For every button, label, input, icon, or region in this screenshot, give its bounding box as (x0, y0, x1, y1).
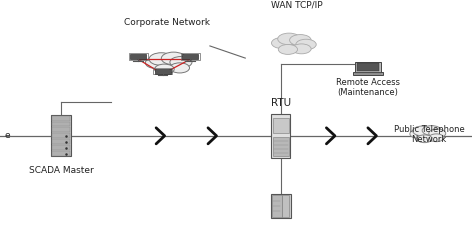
FancyBboxPatch shape (52, 145, 70, 150)
Text: RTU: RTU (271, 98, 291, 108)
FancyBboxPatch shape (52, 122, 70, 126)
FancyBboxPatch shape (52, 128, 70, 132)
FancyBboxPatch shape (282, 195, 289, 217)
Text: Corporate Network: Corporate Network (125, 18, 210, 27)
FancyBboxPatch shape (272, 195, 283, 217)
FancyBboxPatch shape (357, 63, 379, 72)
FancyBboxPatch shape (52, 139, 70, 144)
FancyBboxPatch shape (52, 116, 70, 120)
FancyBboxPatch shape (273, 118, 289, 134)
FancyBboxPatch shape (52, 151, 70, 156)
Text: SCADA Master: SCADA Master (29, 166, 94, 175)
FancyBboxPatch shape (353, 72, 383, 75)
FancyBboxPatch shape (51, 115, 71, 156)
FancyBboxPatch shape (182, 54, 198, 59)
FancyBboxPatch shape (273, 137, 289, 156)
FancyBboxPatch shape (52, 133, 70, 138)
Text: Remote Access
(Maintenance): Remote Access (Maintenance) (336, 78, 400, 97)
Text: e: e (5, 131, 10, 140)
FancyBboxPatch shape (130, 54, 146, 59)
Text: Public Telephone
Network: Public Telephone Network (394, 125, 465, 144)
FancyBboxPatch shape (355, 62, 381, 72)
Text: WAN TCP/IP: WAN TCP/IP (271, 0, 323, 10)
FancyBboxPatch shape (271, 114, 290, 158)
FancyBboxPatch shape (155, 68, 171, 74)
FancyBboxPatch shape (271, 194, 291, 218)
